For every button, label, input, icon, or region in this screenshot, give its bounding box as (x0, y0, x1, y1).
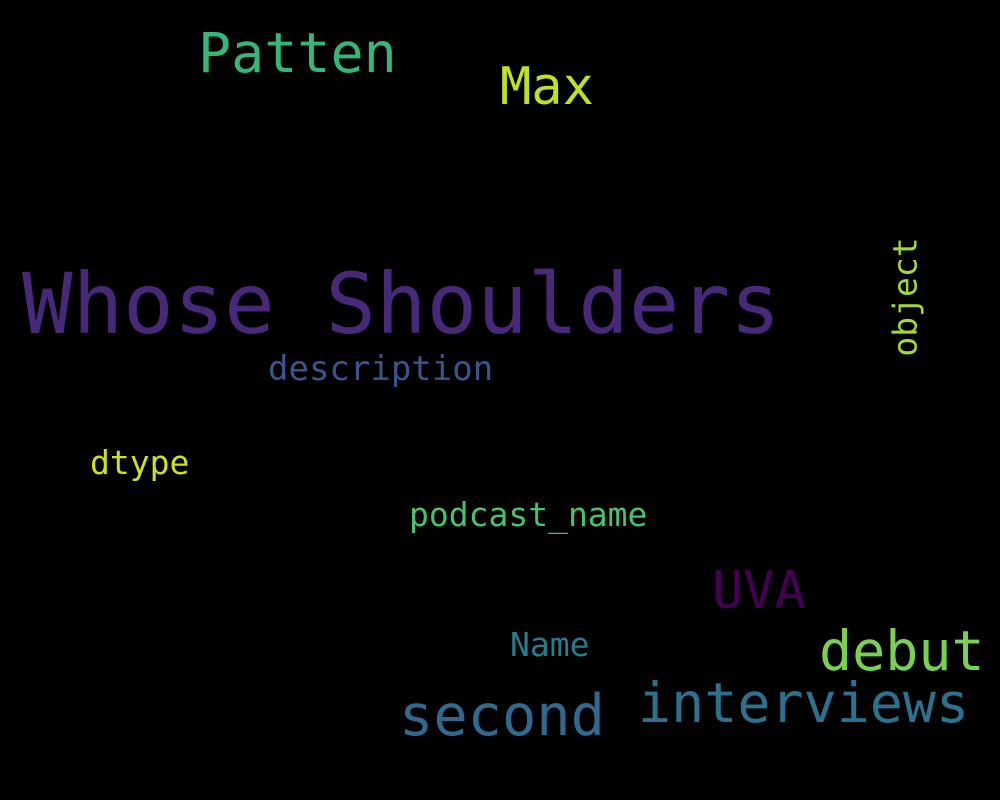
word-whose-shoulders: Whose Shoulders (22, 255, 781, 353)
word-uva: UVA (712, 561, 806, 621)
word-description: description (268, 349, 494, 389)
word-object: object (885, 237, 925, 357)
word-podcast-name: podcast_name (409, 495, 648, 534)
word-dtype: dtype (90, 443, 190, 482)
word-name: Name (510, 625, 590, 664)
word-second: second (399, 683, 605, 749)
word-patten: Patten (198, 21, 397, 85)
word-max: Max (500, 57, 594, 117)
word-debut: debut (819, 619, 985, 683)
word-interviews: interviews (638, 671, 970, 735)
